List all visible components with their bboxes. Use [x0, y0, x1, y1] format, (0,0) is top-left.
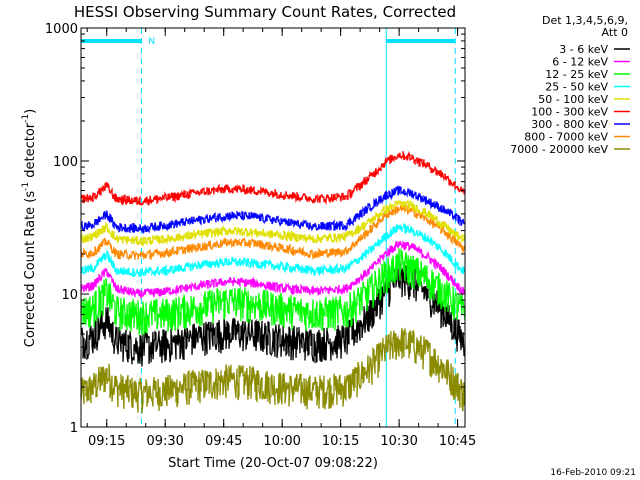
series-line	[81, 150, 465, 207]
x-tick-label: 09:30	[146, 434, 183, 449]
y-tick-label: 1	[70, 421, 78, 436]
legend-label: 800 - 7000 keV	[524, 131, 608, 144]
y-tick-label: 10	[61, 288, 78, 303]
series-line	[81, 184, 465, 235]
x-tick-label: 10:15	[322, 434, 359, 449]
y-axis-label-main: Corrected Count Rate (s	[23, 191, 38, 348]
series-line	[81, 199, 465, 247]
series-line	[81, 327, 465, 414]
y-axis-label-sup1: -1	[21, 182, 31, 191]
y-tick-label: 1000	[45, 22, 78, 37]
y-axis: 1 10 100 1000	[45, 22, 465, 436]
series-line	[81, 248, 465, 336]
x-tick-label: 10:45	[439, 434, 476, 449]
series-line	[81, 223, 465, 278]
night-marker-label: N	[148, 37, 155, 47]
legend-label: 50 - 100 keV	[538, 93, 608, 106]
x-tick-label: 10:00	[263, 434, 300, 449]
legend-label: 25 - 50 keV	[545, 81, 608, 94]
chart-title: HESSI Observing Summary Count Rates, Cor…	[74, 3, 456, 21]
x-axis: 09:15 09:30 09:45 10:00 10:15 10:30 10:45	[86, 28, 476, 449]
y-axis-label-sup2: -1	[21, 114, 31, 123]
timestamp: 16-Feb-2010 09:21	[550, 468, 636, 478]
x-tick-label: 10:30	[380, 434, 417, 449]
y-axis-label: Corrected Count Rate (s-1 detector-1)	[21, 109, 38, 347]
y-axis-label-mid: detector	[23, 122, 38, 182]
legend-label: 3 - 6 keV	[559, 43, 608, 56]
y-tick-label: 100	[53, 155, 78, 170]
x-tick-label: 09:15	[88, 434, 125, 449]
y-axis-label-end: )	[23, 109, 38, 114]
series-line	[81, 203, 465, 261]
night-bar	[386, 39, 456, 43]
night-bar	[81, 39, 142, 43]
legend-header: Att 0	[602, 26, 628, 39]
legend-label: 12 - 25 keV	[545, 68, 608, 81]
legend-label: 7000 - 20000 keV	[510, 143, 608, 156]
legend-label: 6 - 12 keV	[552, 56, 608, 69]
series-line	[81, 239, 465, 299]
legend-label: 100 - 300 keV	[531, 106, 608, 119]
legend-label: 300 - 800 keV	[531, 118, 608, 131]
x-axis-label: Start Time (20-Oct-07 09:08:22)	[168, 456, 378, 471]
legend-header: Det 1,3,4,5,6,9,	[542, 14, 628, 27]
x-tick-label: 09:45	[205, 434, 242, 449]
series-layer	[81, 150, 465, 414]
plot-frame	[80, 27, 466, 428]
night-bars: N	[81, 37, 456, 47]
